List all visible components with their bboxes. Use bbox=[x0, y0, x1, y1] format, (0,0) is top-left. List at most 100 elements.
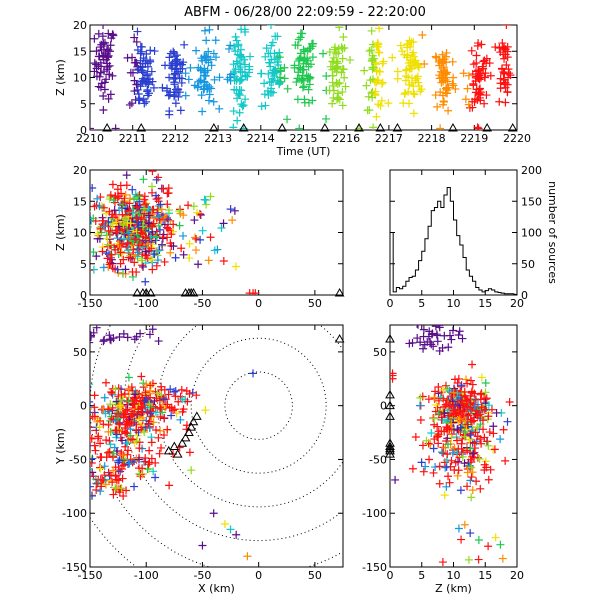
source-marker bbox=[374, 48, 383, 57]
source-marker bbox=[427, 428, 436, 437]
source-marker bbox=[154, 221, 163, 230]
source-marker bbox=[91, 446, 100, 455]
source-marker bbox=[338, 87, 347, 96]
source-marker bbox=[423, 337, 432, 346]
source-marker bbox=[164, 206, 173, 215]
source-marker bbox=[164, 215, 173, 224]
source-marker bbox=[475, 85, 484, 94]
source-marker bbox=[119, 491, 128, 500]
source-marker bbox=[200, 52, 209, 61]
source-marker bbox=[367, 46, 376, 55]
source-marker bbox=[135, 96, 144, 105]
source-marker bbox=[79, 434, 87, 442]
source-marker bbox=[419, 332, 428, 341]
source-marker bbox=[122, 171, 131, 180]
source-marker bbox=[104, 217, 113, 226]
source-marker bbox=[451, 400, 460, 409]
source-marker bbox=[470, 448, 479, 457]
source-marker bbox=[164, 91, 173, 100]
source-marker bbox=[166, 248, 175, 257]
source-marker bbox=[300, 55, 309, 64]
source-marker bbox=[95, 202, 104, 211]
source-marker bbox=[232, 530, 241, 539]
source-marker bbox=[90, 434, 94, 443]
source-marker bbox=[502, 25, 511, 29]
source-marker bbox=[443, 440, 452, 449]
source-marker bbox=[330, 45, 339, 54]
source-marker bbox=[298, 66, 307, 75]
source-marker bbox=[466, 529, 475, 538]
source-marker bbox=[202, 56, 211, 65]
source-marker bbox=[137, 256, 146, 265]
source-marker bbox=[170, 387, 179, 396]
source-marker bbox=[126, 455, 135, 464]
source-marker bbox=[105, 70, 114, 79]
x-tick-label: 2211 bbox=[119, 132, 147, 145]
source-marker bbox=[170, 52, 179, 61]
source-marker bbox=[117, 484, 126, 493]
source-marker bbox=[165, 110, 174, 119]
source-marker bbox=[340, 43, 349, 52]
source-marker bbox=[90, 34, 99, 43]
y-tick-label: -50 bbox=[69, 453, 87, 466]
source-marker bbox=[234, 89, 243, 98]
source-marker bbox=[109, 466, 118, 475]
source-marker bbox=[118, 240, 127, 249]
source-marker bbox=[237, 25, 246, 34]
station-marker bbox=[188, 287, 199, 297]
x-tick-label: 50 bbox=[308, 569, 322, 582]
source-marker bbox=[184, 201, 193, 210]
source-marker bbox=[475, 454, 484, 463]
source-marker bbox=[132, 332, 141, 341]
station-marker bbox=[172, 449, 183, 458]
source-marker bbox=[454, 524, 463, 533]
source-marker bbox=[442, 48, 451, 57]
source-marker bbox=[124, 460, 133, 469]
y-tick-label: -150 bbox=[62, 561, 87, 574]
source-marker bbox=[484, 441, 493, 450]
source-marker bbox=[368, 93, 377, 102]
source-marker bbox=[482, 463, 491, 472]
source-marker bbox=[472, 51, 481, 60]
source-marker bbox=[275, 53, 284, 62]
x-tick-label: 0 bbox=[387, 569, 394, 582]
source-marker bbox=[481, 378, 490, 387]
plot-area bbox=[79, 325, 343, 567]
source-marker bbox=[454, 331, 463, 340]
source-marker bbox=[409, 109, 418, 118]
source-marker bbox=[377, 96, 386, 105]
source-marker bbox=[111, 385, 120, 394]
source-marker bbox=[134, 415, 143, 424]
source-marker bbox=[196, 76, 205, 85]
source-marker bbox=[453, 471, 462, 480]
source-marker bbox=[108, 180, 117, 189]
station-marker bbox=[184, 427, 194, 437]
source-marker bbox=[243, 552, 252, 561]
source-marker bbox=[308, 53, 317, 62]
source-marker bbox=[202, 80, 211, 89]
source-marker bbox=[476, 484, 485, 493]
source-marker bbox=[477, 389, 486, 398]
station-marker bbox=[334, 287, 345, 297]
source-marker bbox=[408, 464, 417, 473]
source-marker bbox=[164, 188, 173, 197]
source-marker bbox=[498, 554, 507, 563]
source-marker bbox=[443, 396, 452, 405]
source-marker bbox=[144, 78, 153, 87]
source-marker bbox=[449, 388, 458, 397]
source-marker bbox=[457, 381, 466, 390]
source-marker bbox=[124, 246, 133, 255]
source-marker bbox=[384, 99, 393, 108]
source-marker bbox=[373, 39, 382, 48]
source-marker bbox=[480, 433, 489, 442]
source-marker bbox=[154, 212, 163, 221]
source-marker bbox=[473, 410, 482, 419]
source-marker bbox=[291, 41, 300, 50]
y-tick-label: -50 bbox=[369, 453, 387, 466]
source-marker bbox=[149, 205, 158, 214]
source-marker bbox=[232, 57, 241, 66]
source-marker bbox=[428, 329, 437, 338]
source-marker bbox=[156, 200, 165, 209]
source-marker bbox=[346, 55, 355, 64]
source-marker bbox=[178, 395, 187, 404]
